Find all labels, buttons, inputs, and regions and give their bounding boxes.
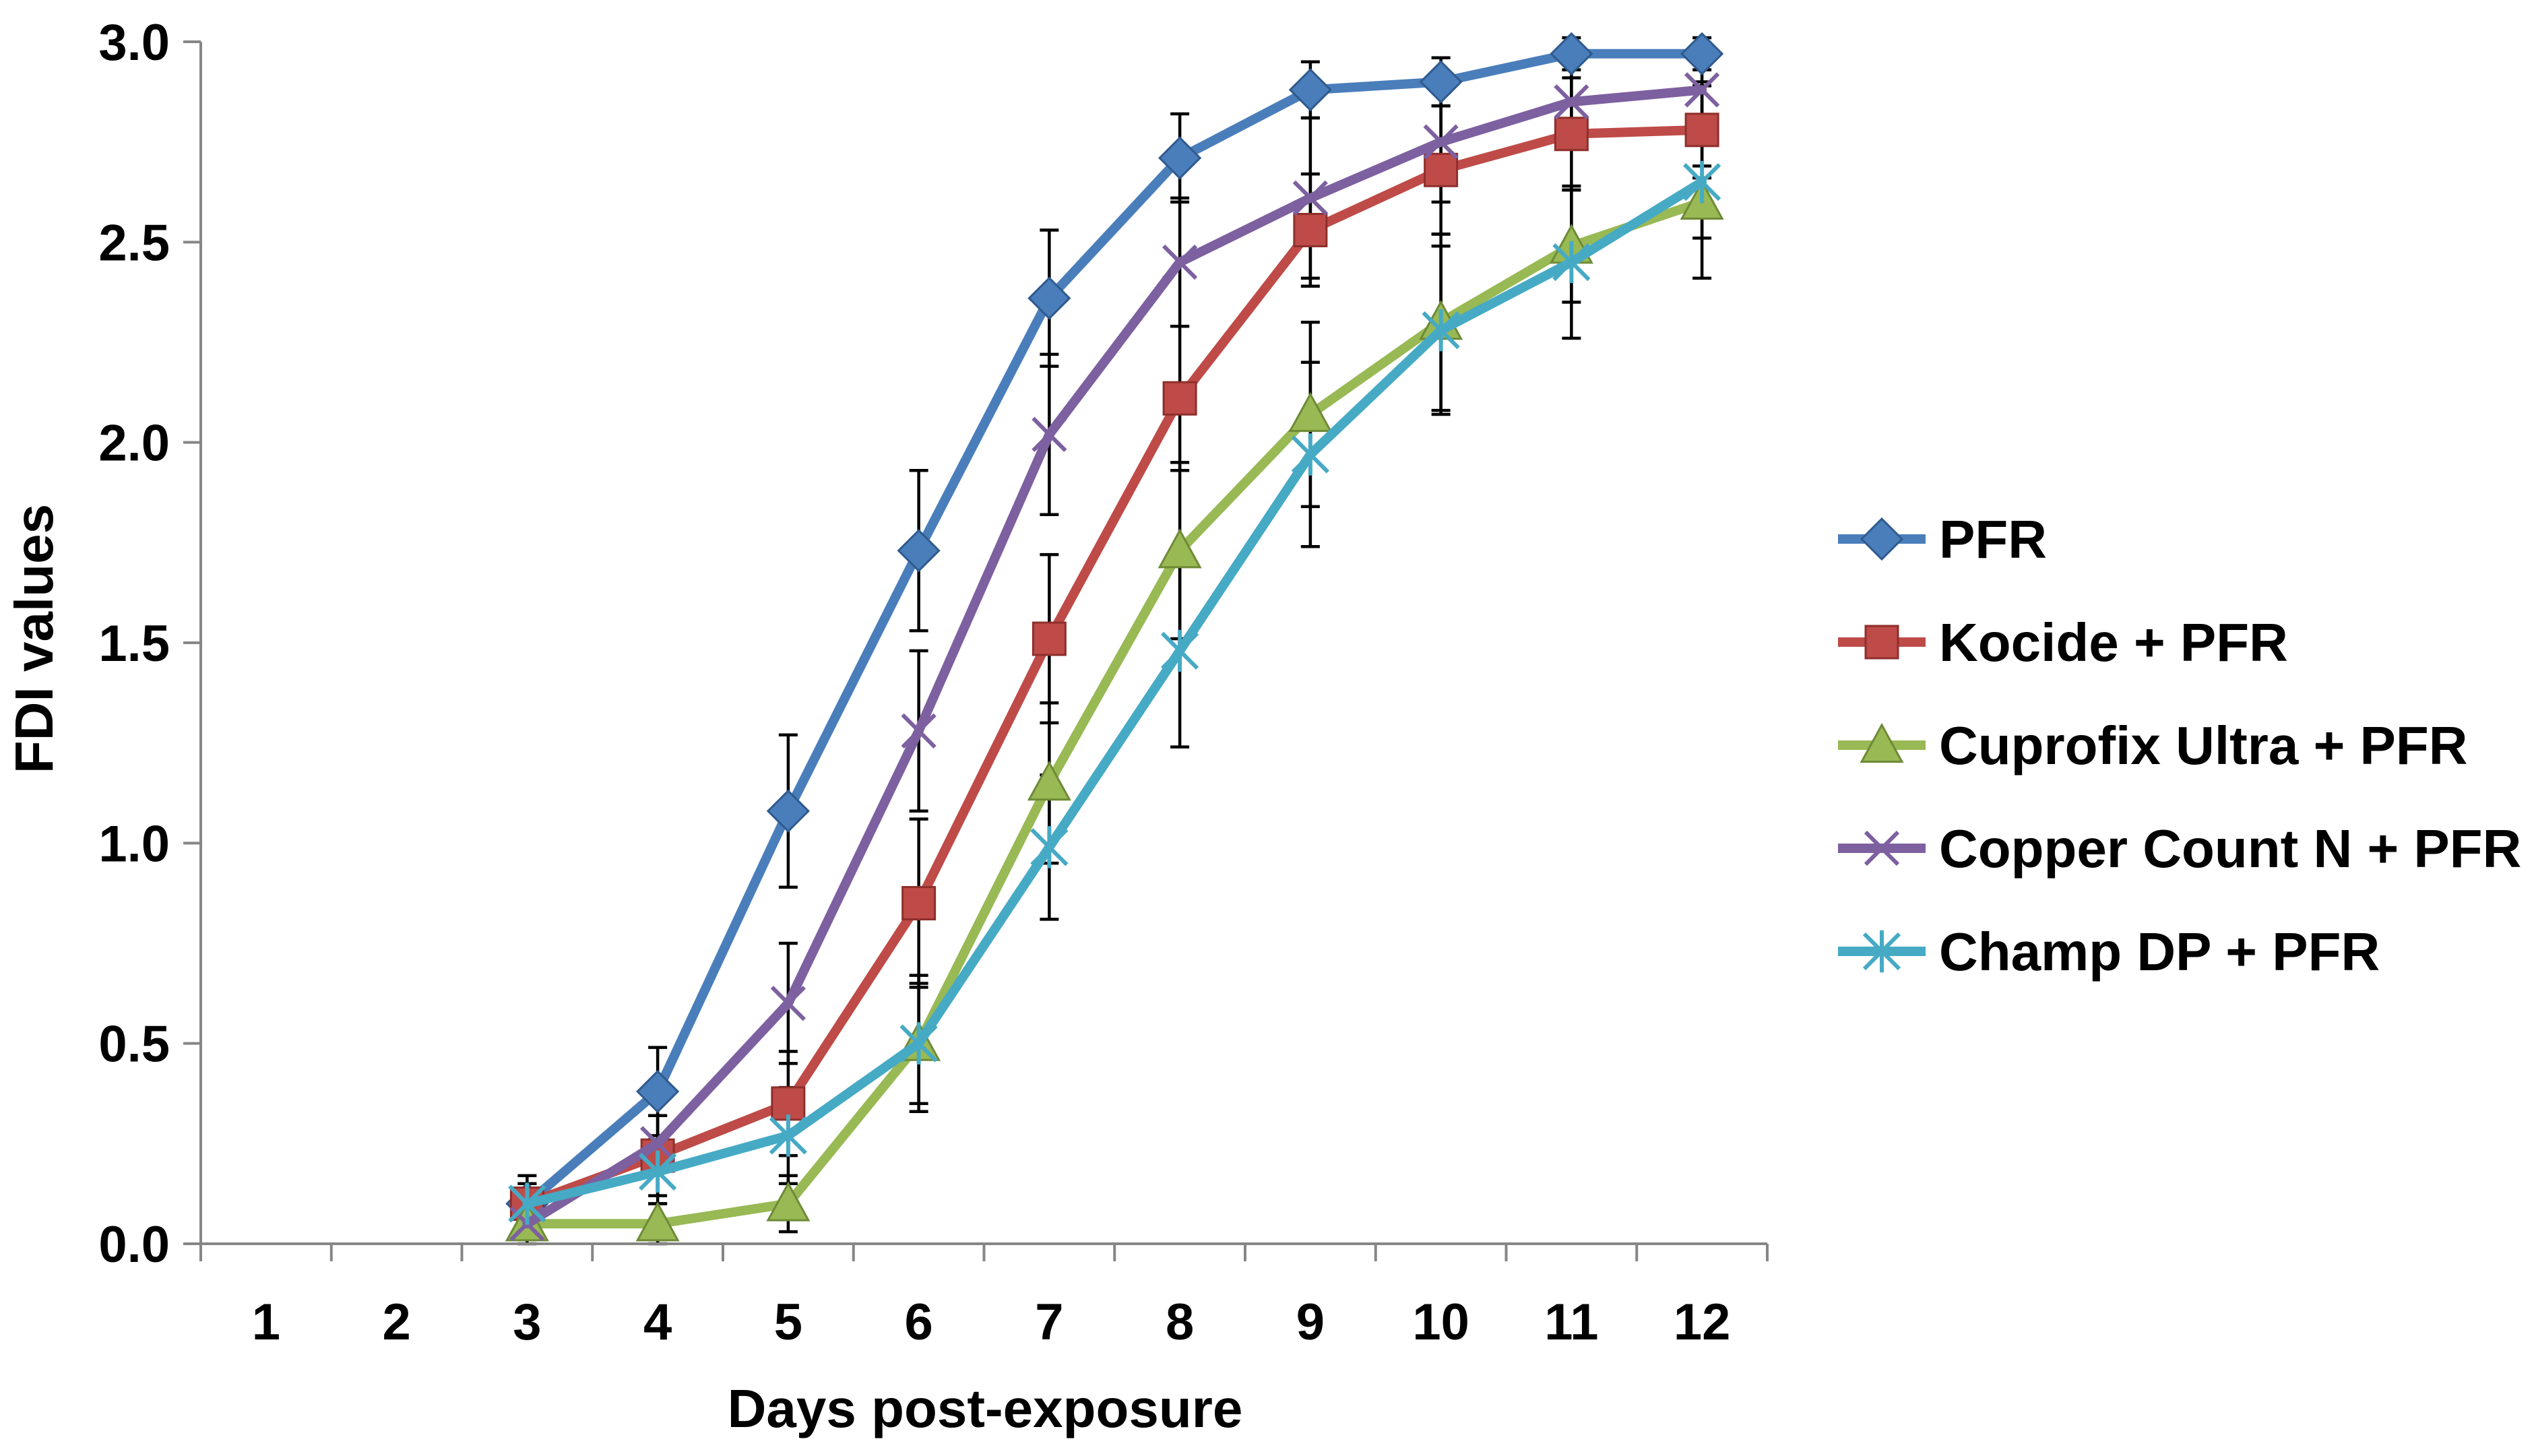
series-line (522, 85, 1707, 1229)
data-point (897, 529, 941, 573)
data-point (1032, 416, 1067, 452)
x-tick-label: 8 (1166, 1294, 1194, 1351)
data-point (1158, 528, 1202, 569)
data-point (770, 986, 806, 1021)
data-point (1419, 60, 1463, 104)
x-tick-label: 12 (1674, 1294, 1731, 1351)
data-point (1288, 68, 1332, 112)
data-point (635, 1201, 680, 1242)
data-point (1554, 84, 1589, 120)
data-point (1161, 629, 1199, 672)
x-tick-label: 11 (1544, 1294, 1598, 1351)
x-axis-title: Days post-exposure (728, 1379, 1243, 1438)
data-point (766, 789, 810, 833)
series-line (522, 49, 1707, 1209)
x-tick-label: 5 (774, 1294, 802, 1351)
data-point (1162, 381, 1197, 416)
data-point (1292, 180, 1329, 216)
data-point (901, 886, 937, 921)
data-point (1552, 241, 1591, 284)
legend-label: PFR (1939, 509, 2047, 569)
data-point (901, 713, 937, 749)
data-point (636, 1069, 680, 1114)
data-point (1027, 761, 1071, 801)
data-point (1680, 32, 1724, 75)
series-line (522, 125, 1707, 1209)
series-line (522, 177, 1707, 1209)
data-point (766, 1181, 811, 1222)
legend-label: Cuprofix Ultra + PFR (1939, 716, 2468, 776)
data-point (1288, 391, 1333, 433)
data-point (1424, 152, 1459, 187)
y-axis-title: FDI values (4, 504, 64, 773)
legend-label: Copper Count N + PFR (1939, 819, 2521, 879)
plot-area (505, 32, 1724, 1246)
y-tick-label: 2.5 (98, 214, 170, 272)
x-tick-label: 4 (643, 1294, 672, 1351)
data-point (899, 1022, 938, 1065)
data-point (640, 1126, 676, 1162)
data-point (1027, 276, 1071, 320)
data-point (1684, 72, 1720, 108)
legend-marker (1860, 722, 1904, 763)
y-tick-label: 1.5 (98, 615, 170, 672)
legend-marker (1860, 517, 1904, 561)
x-tick-label: 2 (382, 1294, 410, 1351)
x-tick-label: 10 (1412, 1294, 1469, 1351)
x-tick-label: 7 (1035, 1294, 1063, 1351)
legend-marker (1864, 625, 1899, 660)
legend-marker (1864, 830, 1900, 866)
y-tick-label: 3.0 (98, 14, 170, 71)
data-point (1422, 309, 1460, 352)
data-point (508, 1182, 546, 1225)
data-point (1291, 433, 1330, 476)
x-tick-label: 1 (252, 1294, 280, 1351)
data-point (1158, 136, 1202, 180)
data-point (1032, 621, 1067, 656)
y-tick-label: 2.0 (98, 415, 170, 472)
y-tick-label: 0.5 (98, 1016, 170, 1073)
data-point (1030, 826, 1069, 868)
data-point (1684, 113, 1719, 148)
data-point (1162, 244, 1198, 280)
x-tick-label: 3 (513, 1294, 541, 1351)
data-point (1423, 124, 1459, 160)
y-tick-label: 0.0 (98, 1216, 170, 1273)
legend-label: Kocide + PFR (1939, 612, 2288, 672)
data-point (1683, 160, 1721, 203)
x-tick-label: 9 (1296, 1294, 1325, 1351)
data-point (769, 1114, 808, 1157)
legend: PFR Kocide + PFR Cuprofix Ultra + PFR Coppe… (1838, 509, 2521, 982)
data-point (1293, 212, 1328, 247)
data-point (639, 1150, 677, 1193)
y-tick-label: 1.0 (98, 815, 170, 873)
axes: 0.00.51.01.52.02.53.01 2 3 4 5 6 7 8 9 10 11 12 (98, 14, 1769, 1351)
legend-label: Champ DP + PFR (1939, 922, 2380, 982)
data-point (1550, 32, 1593, 75)
x-tick-label: 6 (904, 1294, 932, 1351)
legend-marker (1862, 930, 1901, 973)
data-point (771, 1086, 806, 1121)
data-point (1554, 117, 1589, 152)
series-line (522, 197, 1707, 1229)
